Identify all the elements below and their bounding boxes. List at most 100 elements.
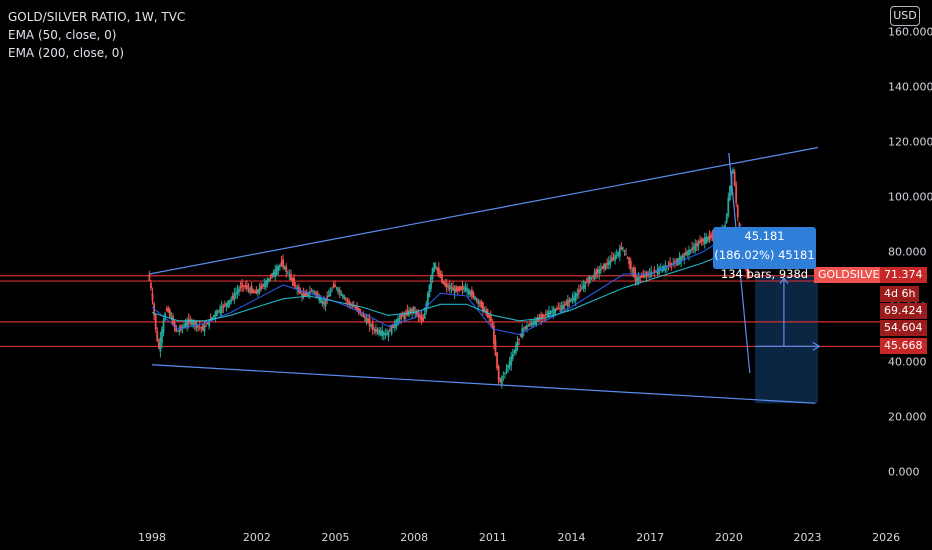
candle-body	[428, 285, 431, 297]
candle-body	[296, 287, 299, 290]
candle-body	[570, 299, 572, 302]
candle-body	[582, 285, 585, 288]
candle-body	[409, 309, 412, 313]
candle-body	[415, 310, 418, 316]
candle-body	[566, 300, 569, 307]
candle-body	[510, 356, 513, 366]
candle-body	[258, 287, 261, 293]
candle-body	[453, 288, 456, 294]
candle-body	[670, 263, 673, 265]
candle-body	[404, 312, 407, 316]
legend-indicator-ema50[interactable]: EMA (50, close, 0)	[8, 28, 117, 42]
candle-body	[644, 275, 646, 278]
candle-body	[546, 312, 549, 316]
candle-body	[706, 236, 709, 242]
candle-body	[321, 301, 324, 305]
candle-body	[466, 288, 469, 292]
candle-body	[178, 329, 181, 332]
candle-body	[257, 290, 259, 294]
candle-body	[639, 277, 642, 279]
candle-body	[535, 318, 538, 326]
candle-body	[378, 329, 380, 335]
chart-legend: GOLD/SILVER RATIO, 1W, TVC EMA (50, clos…	[8, 8, 185, 62]
candle-body	[255, 289, 258, 295]
candle-body	[157, 341, 160, 349]
candle-body	[442, 280, 445, 284]
candle-body	[699, 240, 701, 244]
candle-body	[167, 307, 170, 313]
candle-body	[511, 353, 514, 359]
candle-body	[332, 285, 335, 288]
candle-body	[241, 282, 244, 288]
legend-indicator-ema200[interactable]: EMA (200, close, 0)	[8, 46, 125, 60]
candle-body	[348, 300, 351, 304]
candle-body	[543, 315, 546, 317]
candle-body	[447, 286, 450, 288]
candle-body	[352, 306, 355, 308]
candle-body	[620, 246, 623, 250]
candle-body	[436, 267, 439, 271]
currency-button[interactable]: USD	[890, 6, 920, 26]
candle-body	[612, 257, 615, 260]
candle-body	[382, 332, 385, 335]
candle-body	[293, 277, 296, 287]
candle-body	[603, 264, 605, 269]
candle-body	[272, 271, 275, 278]
candle-body	[401, 315, 404, 317]
candle-body	[222, 305, 225, 308]
candle-body	[610, 257, 613, 262]
candle-body	[516, 342, 519, 347]
ema50-line	[151, 224, 743, 336]
candle-body	[370, 325, 373, 327]
candle-body	[208, 319, 211, 327]
candle-body	[398, 318, 401, 320]
candle-body	[483, 308, 486, 312]
candle-body	[540, 314, 543, 320]
candle-body	[609, 260, 612, 265]
candle-body	[678, 257, 681, 265]
candle-body	[239, 286, 242, 289]
candle-body	[324, 299, 327, 307]
candle-body	[658, 267, 660, 275]
candle-body	[291, 278, 294, 282]
y-tick-label: 0.000	[888, 465, 920, 479]
candle-body	[212, 315, 215, 318]
candle-body	[617, 251, 620, 256]
candle-body	[400, 314, 402, 319]
candle-body	[419, 315, 421, 318]
candle-body	[214, 312, 217, 318]
candle-body	[233, 293, 236, 301]
candle-body	[323, 301, 325, 304]
candle-body	[622, 247, 624, 249]
candle-body	[592, 275, 594, 277]
candle-body	[283, 266, 286, 270]
candle-body	[211, 317, 214, 320]
measure-tooltip[interactable]: 45.181 (186.02%) 45181 134 bars, 938d	[713, 227, 816, 281]
measure-price-change: 45.181 (186.02%) 45181	[714, 229, 815, 262]
candle-body	[165, 308, 168, 311]
candle-body	[253, 291, 256, 294]
candle-body	[494, 340, 497, 356]
candle-body	[702, 238, 705, 242]
candle-body	[694, 243, 697, 252]
candle-body	[684, 251, 687, 256]
candle-body	[588, 276, 591, 284]
y-tick-label: 80.000	[888, 245, 927, 259]
candle-body	[282, 259, 284, 268]
candle-body	[680, 256, 683, 263]
candle-body	[526, 325, 528, 330]
legend-title[interactable]: GOLD/SILVER RATIO, 1W, TVC	[8, 10, 186, 24]
candle-body	[236, 290, 239, 294]
candle-body	[279, 264, 281, 268]
candle-body	[261, 284, 264, 287]
candle-body	[439, 273, 442, 278]
candle-body	[475, 299, 478, 301]
candle-body	[307, 291, 310, 296]
candle-body	[598, 269, 601, 274]
candle-body	[735, 184, 738, 204]
candle-body	[548, 310, 550, 317]
candle-body	[334, 284, 336, 288]
candle-body	[448, 285, 451, 290]
candle-body	[397, 318, 399, 326]
